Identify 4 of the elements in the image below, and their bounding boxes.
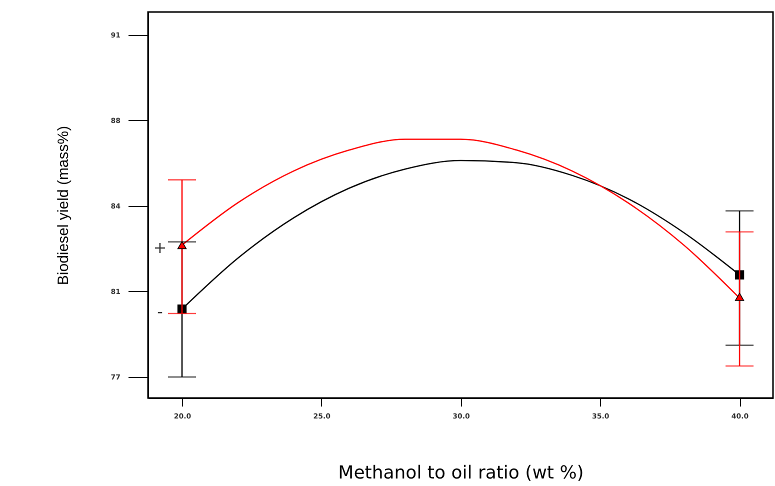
x-axis-title: Methanol to oil ratio (wt %) — [338, 462, 584, 484]
y-axis-title: Biodiesel yield (mass%) — [54, 126, 72, 286]
annotation: - — [157, 302, 163, 322]
annotation: + — [153, 238, 167, 258]
